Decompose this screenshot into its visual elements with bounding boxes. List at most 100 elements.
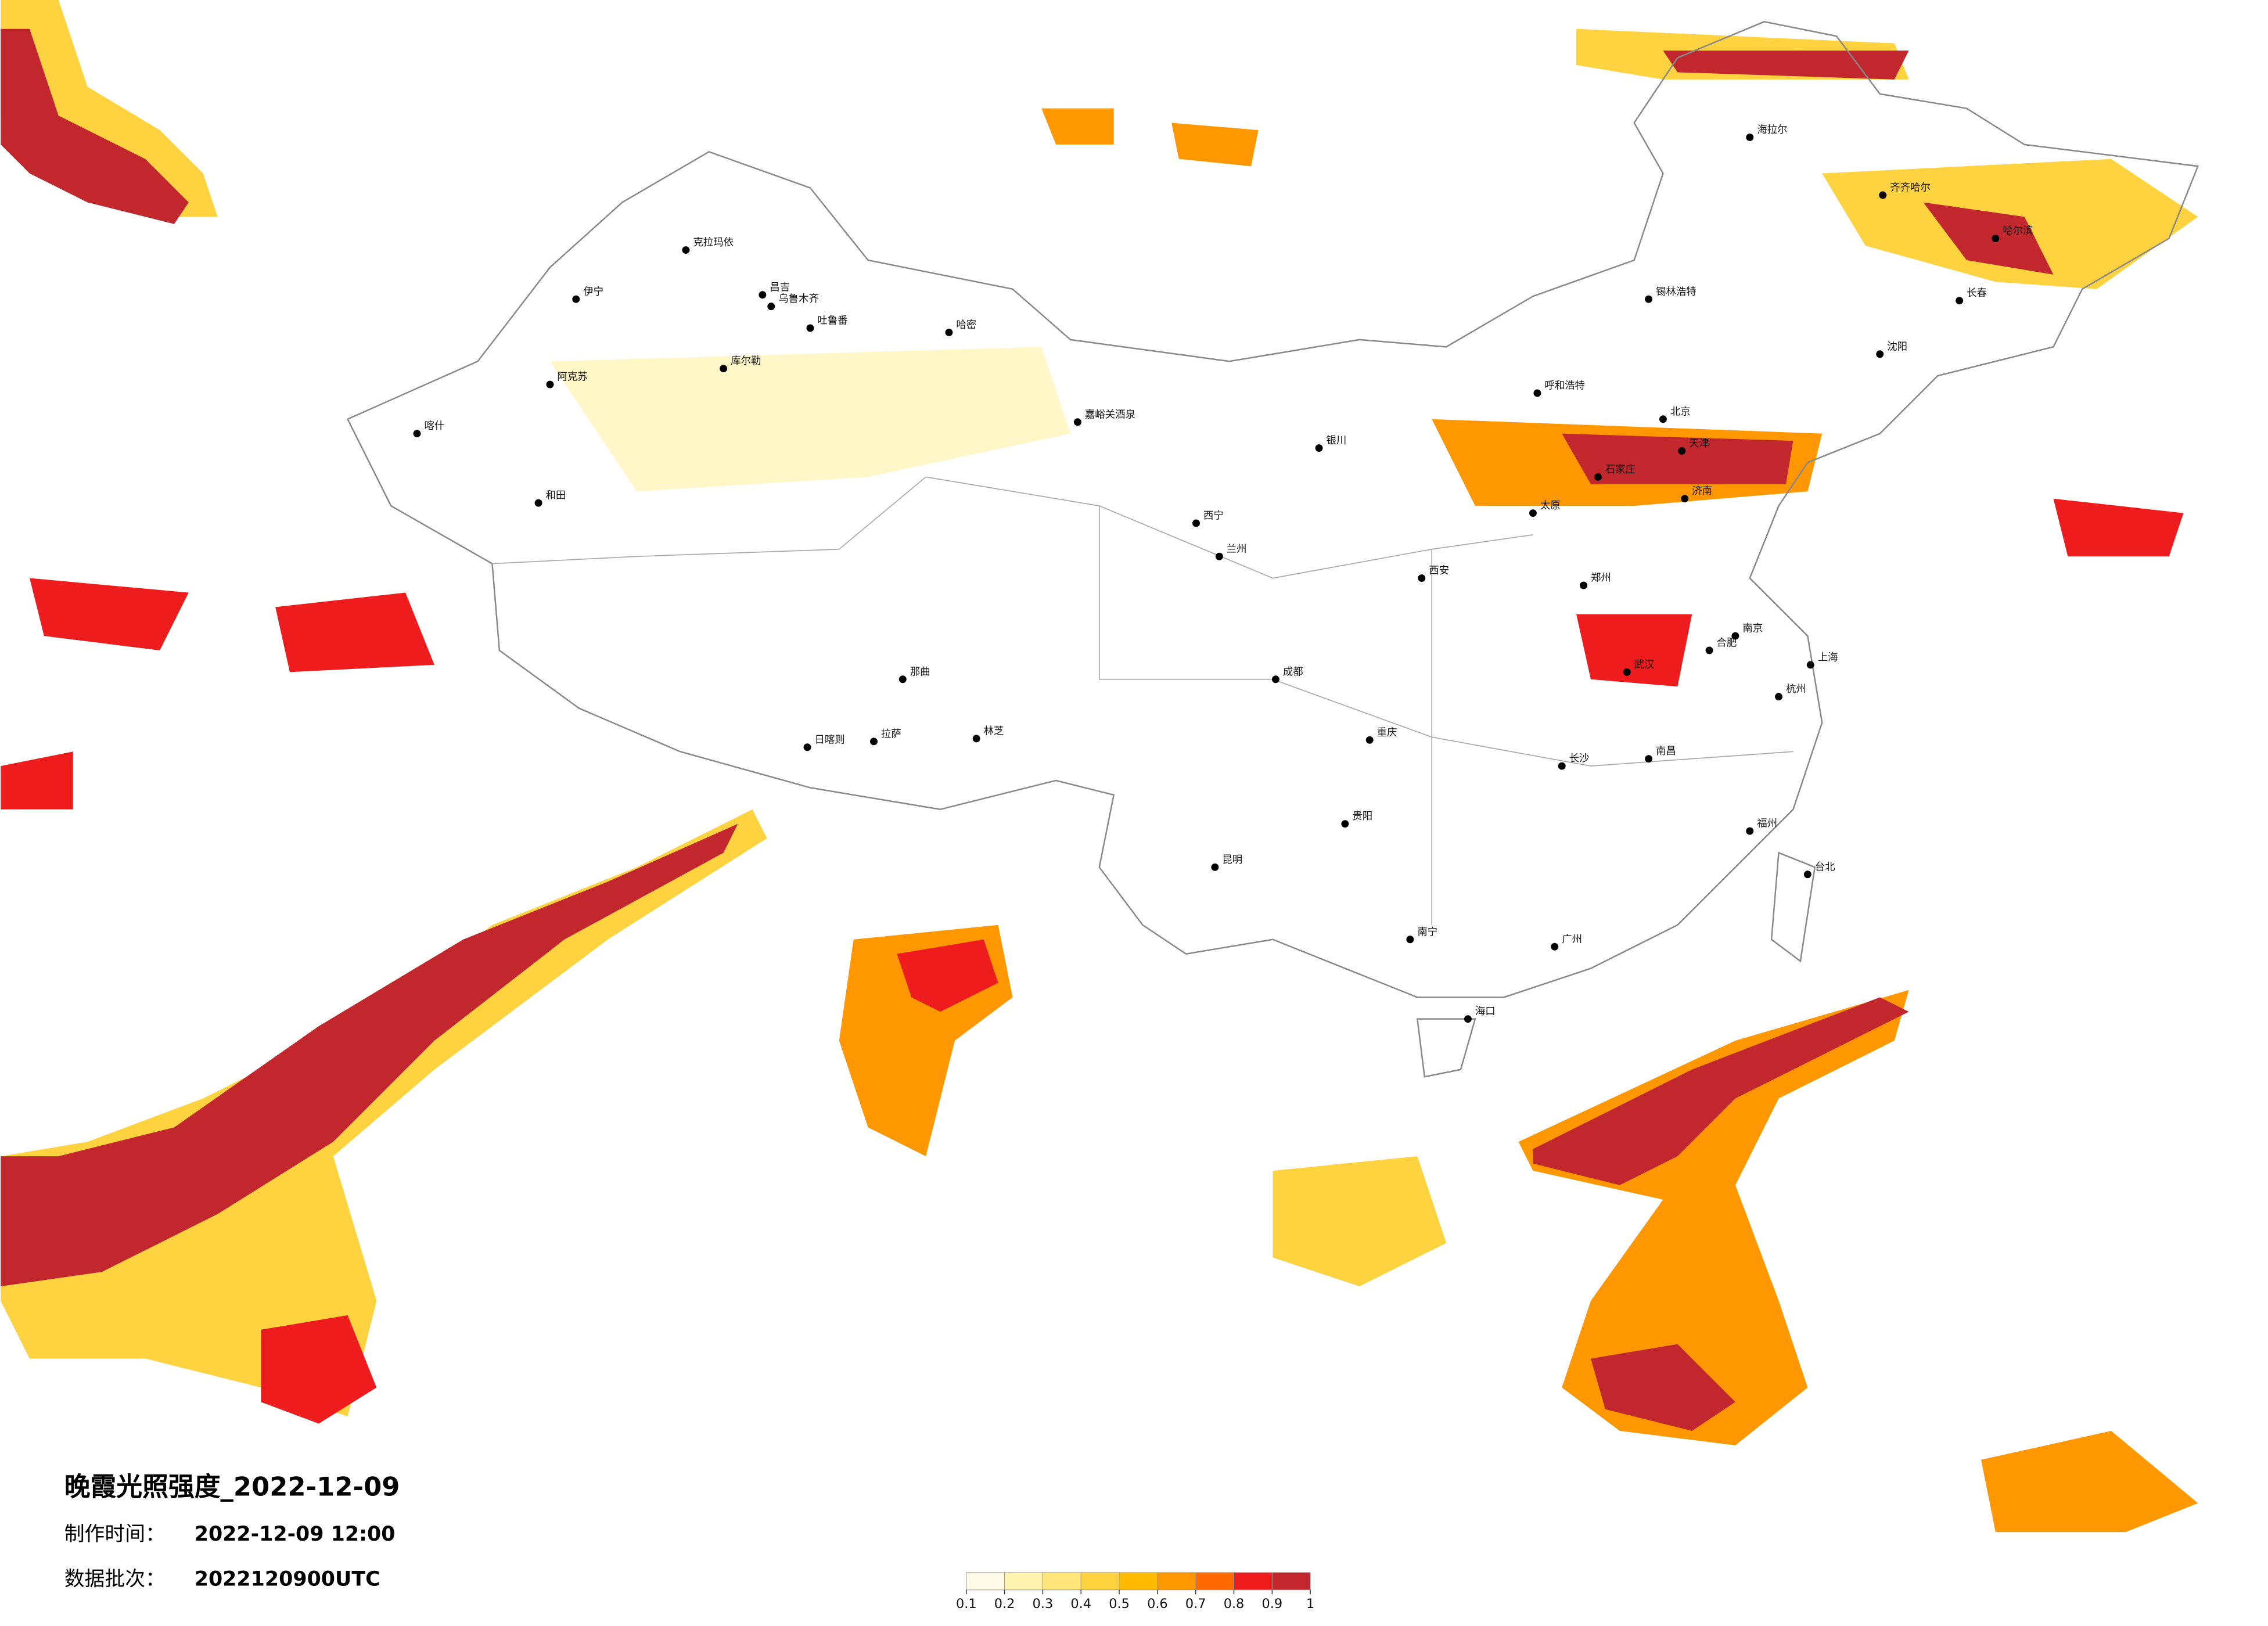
batch: 2022120900UTC [195, 1567, 380, 1591]
city-label: 拉萨 [881, 728, 901, 740]
city-label: 锡林浩特 [1656, 286, 1696, 298]
colorbar-box [1004, 1572, 1043, 1591]
city-dot [1271, 675, 1279, 684]
city-dot [972, 735, 980, 743]
blob [549, 347, 1070, 492]
blob [1, 823, 738, 1287]
city-label: 福州 [1757, 818, 1777, 830]
city-dot [1681, 495, 1689, 503]
colorbar-box [1119, 1572, 1158, 1591]
city-dot [1956, 297, 1964, 305]
country-border [346, 21, 2199, 998]
blob [1041, 108, 1114, 145]
city-dot [1659, 415, 1667, 423]
city-label: 合肥 [1717, 638, 1737, 649]
colorbar-tick-label: 0.1 [956, 1596, 977, 1611]
colorbar-box [1271, 1572, 1311, 1591]
city-dot [1876, 350, 1884, 358]
city-label: 北京 [1670, 406, 1691, 418]
blob [275, 592, 434, 672]
city-label: 兰州 [1227, 544, 1247, 555]
city-dot [1215, 552, 1223, 560]
city-label: 海口 [1475, 1006, 1496, 1017]
city-dot [1211, 863, 1219, 871]
colorbar-tick-label: 0.4 [1070, 1596, 1091, 1611]
city-label: 银川 [1327, 435, 1347, 447]
map-title: 晚霞光照强度_2022-12-09 [64, 1472, 400, 1502]
colorbar-box [966, 1572, 1005, 1591]
blob [2053, 498, 2184, 557]
colorbar: 0.1 0.2 0.3 0.4 0.5 0.6 0.7 0.8 0.9 1 [956, 1572, 1314, 1611]
city-label: 喀什 [424, 420, 444, 432]
city-dot [413, 430, 421, 438]
city-dot [1731, 632, 1739, 640]
city-label: 哈密 [956, 319, 976, 331]
city-dot [1645, 755, 1653, 763]
city-label: 呼和浩特 [1544, 380, 1585, 392]
city-dot [803, 743, 811, 751]
city-dot [1803, 870, 1811, 879]
city-label: 海拉尔 [1757, 124, 1787, 136]
city-label: 上海 [1818, 652, 1838, 663]
city-label: 昌吉 [770, 282, 790, 293]
blob [1, 809, 767, 1417]
city-dot [572, 295, 580, 303]
city-dot [1705, 646, 1713, 654]
city-label: 广州 [1562, 934, 1582, 945]
city-label: 台北 [1815, 861, 1835, 873]
blob [897, 939, 998, 1012]
city-label: 和田 [546, 490, 566, 502]
blob [1533, 997, 1909, 1185]
city-label: 南京 [1742, 623, 1763, 635]
colorbar-tick-label: 0.6 [1147, 1596, 1168, 1611]
city-label: 西安 [1429, 565, 1449, 577]
city-label: 齐齐哈尔 [1890, 182, 1931, 194]
city-label: 南宁 [1417, 926, 1437, 938]
city-dot [1645, 295, 1653, 303]
city-dot [534, 499, 542, 507]
blob [1981, 1431, 2198, 1533]
city-dot [1365, 736, 1374, 744]
made-label: 制作时间： [64, 1523, 166, 1546]
city-dot [1464, 1015, 1472, 1023]
blob [261, 1315, 377, 1424]
city-label: 石家庄 [1605, 464, 1636, 476]
city-label: 长沙 [1569, 753, 1590, 765]
city-label: 嘉峪关酒泉 [1085, 409, 1135, 420]
city-label: 沈阳 [1887, 341, 1907, 352]
blob [1923, 202, 2054, 275]
city-dot [1315, 444, 1323, 452]
city-label: 昆明 [1222, 854, 1242, 866]
colorbar-box [1234, 1572, 1273, 1591]
city-label: 阿克苏 [557, 372, 587, 383]
blob [1171, 123, 1259, 167]
city-label: 太原 [1540, 500, 1561, 512]
city-dot [1073, 418, 1081, 426]
city-label: 武汉 [1634, 659, 1655, 671]
city-dot [759, 291, 767, 299]
colorbar-tick-label: 0.5 [1109, 1596, 1130, 1611]
city-label: 哈尔滨 [2003, 225, 2033, 237]
blob [29, 578, 189, 650]
colorbar-box [1042, 1572, 1081, 1591]
city-label: 贵阳 [1352, 811, 1372, 822]
city-dot [1551, 942, 1559, 951]
city-label: 西宁 [1203, 510, 1224, 522]
colorbar-tick-label: 0.3 [1033, 1596, 1054, 1611]
city-label: 南昌 [1656, 746, 1676, 757]
city-label: 伊宁 [583, 286, 603, 298]
city-dot [682, 246, 690, 254]
city-label: 那曲 [910, 666, 930, 678]
city-dot [1678, 447, 1686, 455]
city-dot [1529, 509, 1537, 517]
blob [1518, 990, 1909, 1445]
city-label: 日喀则 [814, 734, 844, 746]
made-time: 2022-12-09 12:00 [195, 1523, 396, 1546]
city-dot [546, 380, 554, 388]
blob [1, 28, 189, 224]
colorbar-tick-label: 0.9 [1262, 1596, 1283, 1611]
city-dot [1623, 668, 1631, 676]
city-label: 天津 [1689, 438, 1709, 449]
